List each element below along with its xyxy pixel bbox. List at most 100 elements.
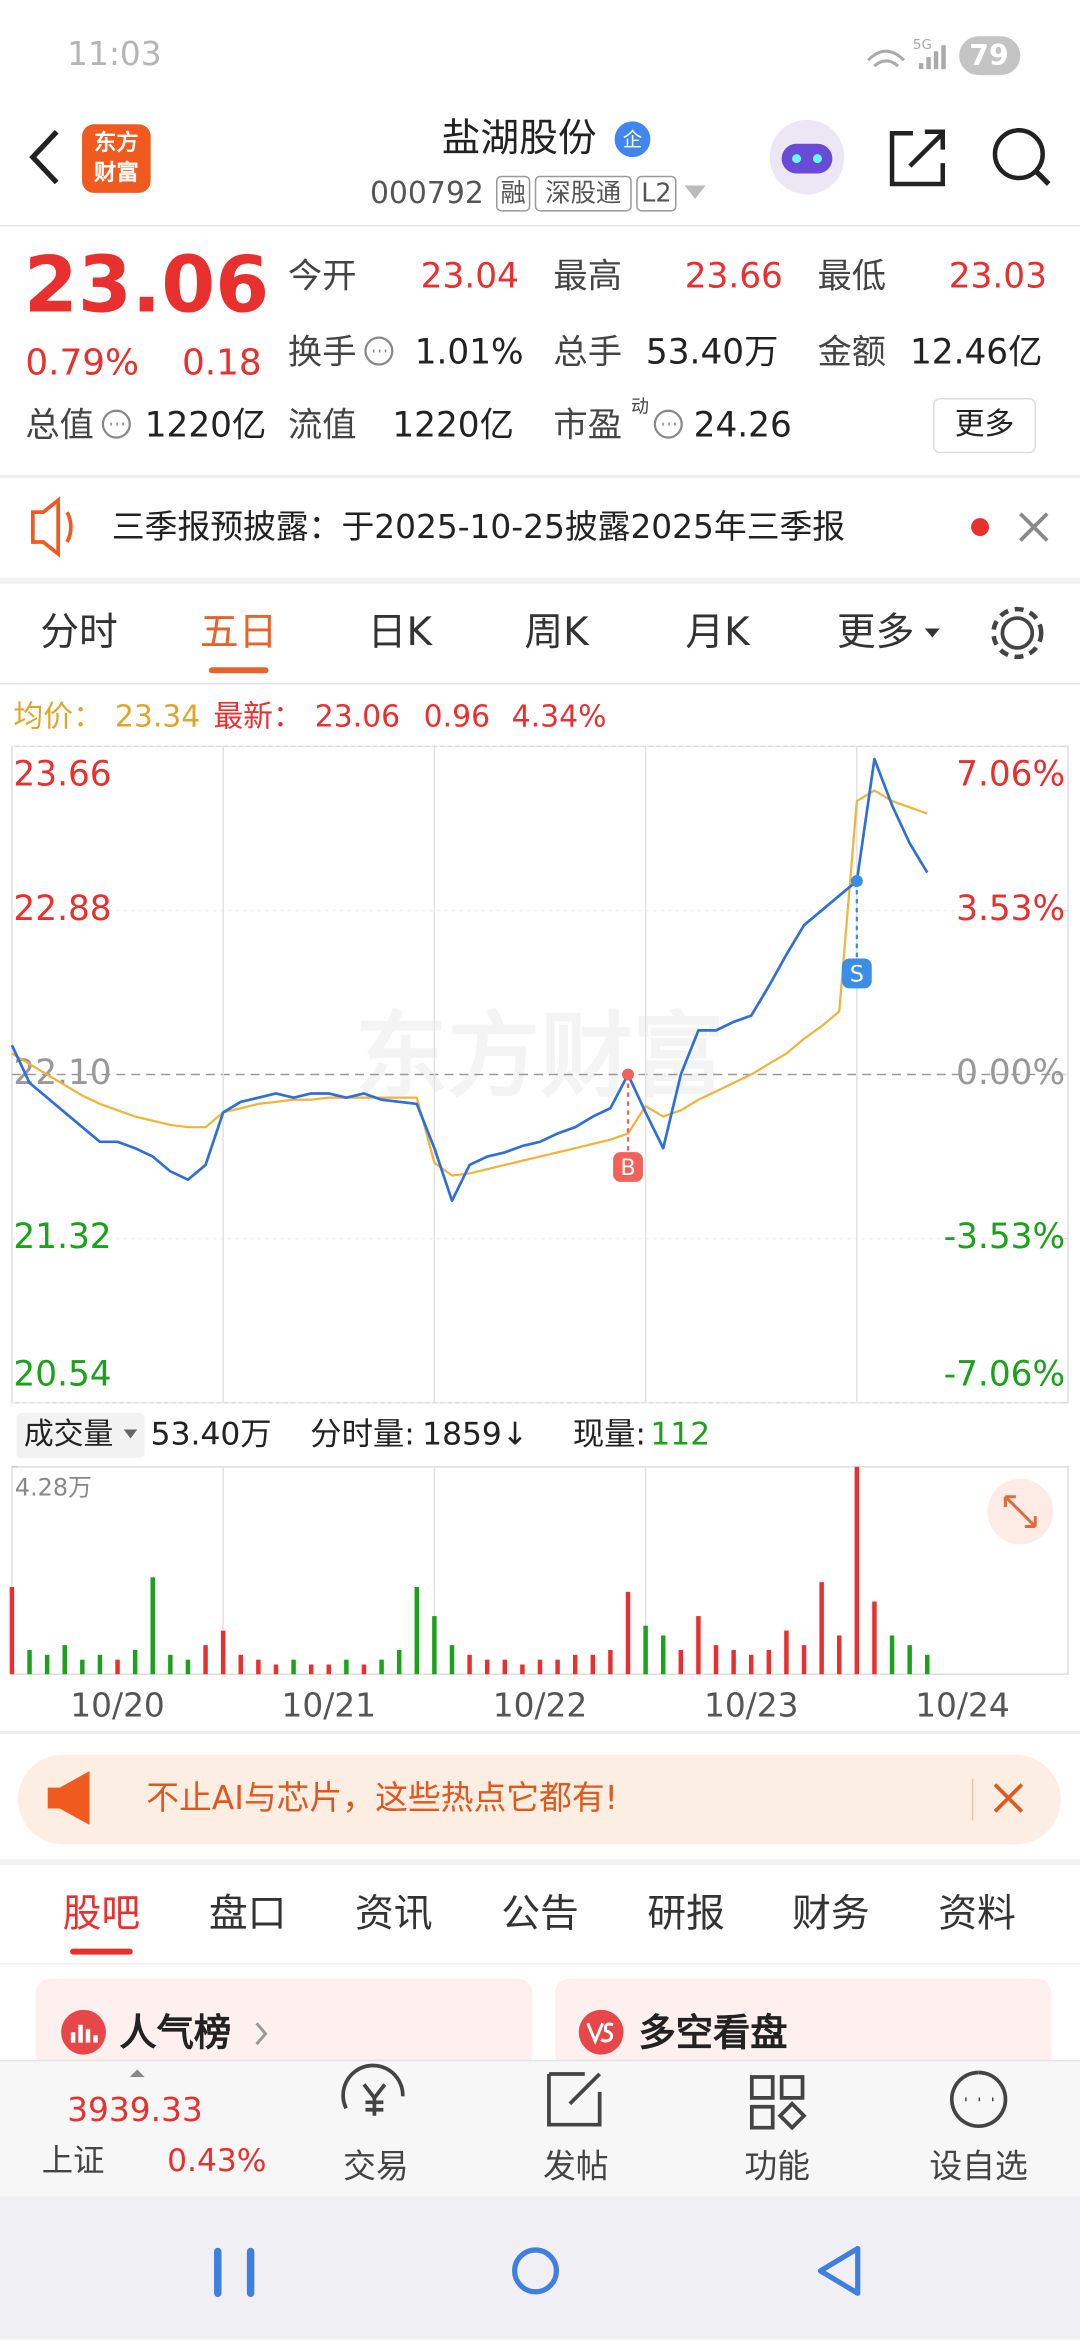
volume-bar (520, 1664, 525, 1675)
footer-icon[interactable] (547, 2072, 602, 2127)
section-tabs: 股吧 盘口 资讯 公告 研报 财务 资料 (63, 1891, 1016, 1955)
section-tab[interactable]: 资料 (938, 1891, 1016, 1936)
volume-bar (502, 1659, 508, 1675)
period-tab[interactable]: 五日 (200, 610, 278, 655)
more-button[interactable] (933, 398, 1036, 454)
unread-dot (971, 518, 990, 537)
volume-bar (907, 1645, 912, 1675)
volume-bar (608, 1649, 613, 1675)
period-tab[interactable]: 日K (368, 610, 434, 655)
field-value: 24.26 (694, 406, 792, 446)
banner-text[interactable]: 不止AI与芯片，这些热点它都有! (146, 1779, 618, 1817)
nav-home[interactable] (512, 2247, 560, 2295)
volume-bar (678, 1649, 684, 1675)
volume-bar (784, 1630, 789, 1675)
field-label: 市盈 (553, 406, 622, 446)
card[interactable] (35, 1978, 533, 2069)
index-pct[interactable]: 0.43% (167, 2143, 266, 2179)
info-icon[interactable] (653, 409, 683, 439)
notice-text: 三季报预披露：于2025-10-25披露2025年三季报 (112, 508, 845, 546)
index-name[interactable]: 上证 (42, 2143, 105, 2179)
volume-bar (572, 1654, 578, 1675)
avg-line (11, 789, 928, 1177)
volume-label[interactable]: 成交量 (24, 1417, 113, 1452)
period-tab[interactable]: 分时 (40, 610, 118, 655)
volume-bar (696, 1616, 701, 1675)
info-icon[interactable] (364, 336, 394, 366)
footer-icon[interactable] (749, 2075, 807, 2131)
marker-label[interactable]: B (620, 1155, 635, 1181)
marker-label[interactable]: S (850, 961, 864, 987)
section-tab[interactable]: 研报 (647, 1891, 725, 1936)
volume-bar (748, 1654, 754, 1675)
network: 5G (913, 38, 932, 53)
section-tab[interactable]: 股吧 (63, 1891, 141, 1936)
chevron (255, 2022, 268, 2046)
close-banner[interactable] (993, 1783, 1024, 1813)
volume-bar (432, 1616, 437, 1675)
footer-item[interactable]: 发帖 (543, 2147, 609, 2185)
volume-bar (44, 1654, 50, 1675)
volume-bar (361, 1664, 367, 1675)
marker-badge[interactable] (841, 958, 872, 989)
dropdown-arrow[interactable] (684, 185, 706, 199)
marker-badge[interactable] (613, 1152, 643, 1182)
volume-tick-label: 4.28万 (15, 1474, 92, 1502)
period-tab[interactable]: 周K (524, 610, 590, 655)
dropdown-arrow (924, 628, 940, 638)
volume-bar (872, 1601, 877, 1675)
tags: 融深股通 L2 (495, 175, 677, 212)
battery (959, 36, 1021, 76)
period-tab[interactable]: 更多 (837, 610, 915, 655)
field-label: 今开 (288, 256, 357, 296)
fs-volume-value: 1859↓ (422, 1417, 528, 1453)
fs-volume-label: 分时量: (310, 1417, 414, 1453)
close-notice[interactable] (1019, 512, 1049, 542)
search-button[interactable] (992, 128, 1051, 186)
avg-label: 均价： (13, 700, 102, 735)
logo-text: 财富 (94, 159, 139, 186)
index-value[interactable]: 3939.33 (67, 2091, 203, 2129)
divider (0, 1730, 1080, 1734)
field-value: 1220亿 (145, 406, 267, 446)
period-tab[interactable]: 月K (685, 610, 751, 655)
section-tab[interactable]: 盘口 (209, 1891, 287, 1936)
volume-bar (308, 1664, 314, 1675)
footer-item[interactable]: 功能 (744, 2147, 810, 2185)
y-tick-label: 20.54 (13, 1354, 111, 1394)
promo-banner[interactable] (17, 1754, 1061, 1845)
card[interactable] (554, 1978, 1052, 2069)
section-tab[interactable]: 资讯 (355, 1891, 433, 1936)
tag: 深股通 (545, 177, 621, 207)
info-icon[interactable] (101, 409, 131, 439)
latest-label: 最新： (213, 700, 302, 735)
section-tab[interactable]: 公告 (501, 1891, 579, 1936)
change-pct: 0.79% (25, 342, 139, 383)
card-title[interactable]: 多空看盘 (638, 2011, 787, 2055)
footer-icon[interactable] (341, 2063, 405, 2116)
section-tab[interactable]: 财务 (792, 1891, 870, 1936)
nav-recent[interactable] (214, 2247, 255, 2297)
card-title[interactable]: 人气榜 (119, 2011, 231, 2055)
field-value: 12.46亿 (910, 333, 1042, 373)
back-button[interactable] (29, 129, 59, 185)
y-tick-label: 23.66 (13, 755, 111, 795)
field-sup: 动 (631, 397, 649, 418)
badge-text: 企 (623, 128, 642, 151)
footer-item[interactable]: 设自选 (929, 2147, 1027, 2185)
y2-tick-label: 0.00% (956, 1053, 1065, 1093)
x-tick-label: 10/20 (70, 1687, 165, 1725)
more-button-label[interactable]: 更多 (955, 407, 1015, 442)
tab-underline (70, 1948, 133, 1955)
footer-item[interactable]: 交易 (343, 2147, 409, 2185)
footer-icon[interactable] (949, 2070, 1008, 2129)
share-button[interactable] (889, 129, 945, 187)
megaphone-icon (47, 1771, 90, 1825)
volume-bar (625, 1591, 631, 1675)
y-tick-label: 21.32 (13, 1217, 111, 1257)
stock-name: 盐湖股份 (442, 116, 597, 161)
settings-button[interactable] (991, 606, 1044, 660)
volume-selector[interactable] (16, 1413, 145, 1458)
nav-back[interactable] (817, 2245, 861, 2296)
footer (0, 2060, 1080, 2197)
